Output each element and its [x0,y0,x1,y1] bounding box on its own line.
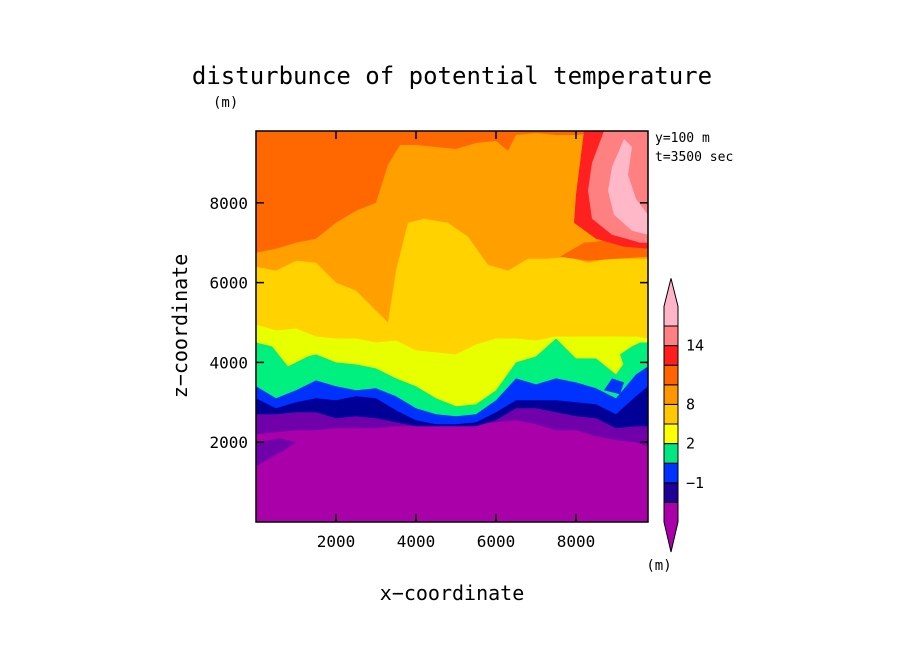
colorbar-swatch [663,278,679,327]
y-tick-label: 2000 [209,433,248,452]
y-tick-label: 8000 [209,194,248,213]
x-tick-label: 6000 [477,532,516,551]
colorbar-swatch [663,345,679,366]
colorbar-swatch [663,482,679,503]
colorbar-swatch [663,364,679,386]
contour-patch-4 [620,342,648,367]
colorbar-swatch [663,325,679,347]
colorbar-swatch [663,462,679,484]
colorbar-tick-label: −1 [686,474,704,492]
colorbar-tick-label: 14 [686,337,704,355]
colorbar-tick-label: 8 [686,395,695,413]
x-tick-label: 8000 [557,532,596,551]
contour-patch-5 [604,378,624,395]
colorbar-unit: (m) [646,558,671,574]
colorbar-swatch [663,423,679,445]
colorbar-swatch [663,384,679,405]
contour-band-7 [256,131,648,253]
y-axis: 2000 4000 6000 8000 [209,194,648,452]
annotation-time: t=3500 sec [655,150,733,165]
x-tick-label: 2000 [317,532,356,551]
colorbar-swatch [663,443,679,464]
x-tick-label: 4000 [397,532,436,551]
y-axis-label: z−coordinate [168,254,192,399]
contour-patch-3 [608,139,648,235]
x-axis: 2000 4000 6000 8000 [317,131,596,551]
colorbar-tick-label: 2 [686,435,695,453]
colorbar: −1 2 8 14 [663,278,704,553]
colorbar-swatch [663,403,679,425]
annotation-y: y=100 m [655,131,710,146]
plot-area: 2000 4000 6000 8000 2000 4000 6000 8000 [209,130,649,551]
contour-patch-6 [256,438,296,467]
colorbar-swatch [663,501,679,553]
contour-fills [256,131,648,467]
contour-patch-0 [560,240,648,261]
y-tick-label: 6000 [209,274,248,293]
title-unit: (m) [213,95,238,111]
y-tick-label: 4000 [209,353,248,372]
plot-frame [255,130,649,523]
chart-title: disturbunce of potential temperature [192,62,712,90]
x-axis-label: x−coordinate [380,581,525,605]
